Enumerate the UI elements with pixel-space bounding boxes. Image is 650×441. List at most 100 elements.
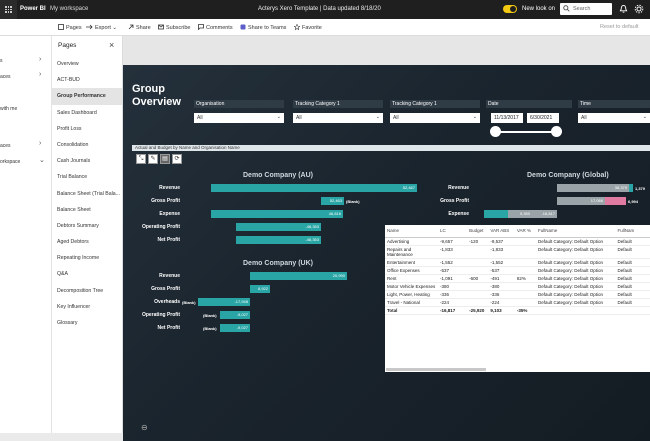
chevron-down-icon[interactable]: ⌄ xyxy=(39,157,45,164)
au-bar[interactable]: 52,463 xyxy=(321,197,344,205)
table-row[interactable]: Light, Power, Heating -336 -336 Default Cat… xyxy=(385,290,650,299)
table-column-header[interactable]: Name xyxy=(385,225,438,238)
chevron-right-icon[interactable]: › xyxy=(39,56,42,63)
table-row[interactable]: Rent -1,091 -600 -491 82% Default Category: D… xyxy=(385,274,650,283)
page-list-item[interactable]: Aged Debtors xyxy=(57,239,89,246)
table-column-header[interactable]: FullNam xyxy=(615,225,650,238)
uk-bar[interactable]: -17,948 xyxy=(198,298,250,306)
page-list-item[interactable]: Trial Balance xyxy=(57,174,88,181)
organisation-dropdown[interactable]: All ⌄ xyxy=(194,113,284,123)
page-list-item[interactable]: Group Performance xyxy=(52,88,122,105)
page-list-item[interactable]: Q&A xyxy=(57,271,68,278)
table-column-header[interactable]: VAR % xyxy=(514,225,537,238)
page-list-item[interactable]: ACT-BUD xyxy=(57,77,80,84)
table-cell: -380 xyxy=(488,282,515,291)
uk-bar[interactable]: 8,922 xyxy=(250,285,270,293)
chevron-right-icon[interactable]: › xyxy=(39,71,42,78)
nav-item[interactable]: aces xyxy=(0,74,11,80)
nav-item[interactable]: orkspace xyxy=(0,159,21,165)
date-to-input[interactable]: 6/30/2021 xyxy=(527,113,559,123)
table-row[interactable]: Advertising -9,657 -120 -9,537 Default Categ… xyxy=(385,237,650,246)
global-bar[interactable]: 38,379 xyxy=(557,184,629,192)
table-column-header[interactable]: LC xyxy=(438,225,468,238)
table-row[interactable]: Motor Vehicle Expenses -380 -380 Default Ca… xyxy=(385,282,650,291)
tracking-category-dropdown[interactable]: All ⌄ xyxy=(293,113,383,123)
tracking-category-2-dropdown[interactable]: All ⌄ xyxy=(390,113,480,123)
table-cell: Default xyxy=(615,282,650,291)
bell-icon[interactable] xyxy=(619,4,628,14)
page-list-item[interactable]: Decomposition Tree xyxy=(57,287,104,294)
table-row[interactable]: Repairs and Maintenance -1,833 -1,833 Defau… xyxy=(385,245,650,259)
export-button[interactable]: Export ⌄ xyxy=(86,24,117,31)
report-canvas: Group Overview Organisation All ⌄ Tracking… xyxy=(123,36,650,441)
page-list-item[interactable]: Cash Journals xyxy=(57,158,91,165)
subscribe-button[interactable]: Subscribe xyxy=(158,24,190,31)
share-to-teams-button[interactable]: Share to Teams xyxy=(240,24,286,31)
nav-item[interactable]: s xyxy=(0,58,3,64)
time-dropdown[interactable]: All ⌄ xyxy=(578,113,650,123)
edit-icon[interactable]: ✎ xyxy=(148,154,158,164)
date-from-input[interactable]: 11/13/2017 xyxy=(491,113,523,123)
page-navigation-back-icon[interactable]: ⊖ xyxy=(141,423,148,432)
global-bar[interactable]: 17,066 xyxy=(557,197,605,205)
table-cell: Default Category: Default Option xyxy=(536,258,616,267)
global-bar[interactable]: -16,817 xyxy=(532,210,557,218)
table-horizontal-scrollbar[interactable] xyxy=(386,368,486,371)
uk-bar[interactable]: 20,990 xyxy=(250,272,347,280)
table-row[interactable]: Office Expenses -537 -537 Default Category:… xyxy=(385,266,650,275)
global-bar[interactable]: 9,350 xyxy=(508,210,532,218)
table-column-header[interactable]: Budget xyxy=(467,225,489,238)
page-list-item[interactable]: Balance Sheet (Trial Bala... xyxy=(57,190,120,197)
table-column-header[interactable]: VAR ABS xyxy=(488,225,515,238)
workspace-link[interactable]: My workspace xyxy=(50,6,89,12)
new-look-toggle[interactable] xyxy=(503,5,517,13)
date-slider-track[interactable] xyxy=(494,131,556,133)
page-list-item[interactable]: Debtors Summary xyxy=(57,222,99,229)
report-title[interactable]: Acterys Xero Template | Data updated 8/1… xyxy=(258,6,381,12)
date-slider-end-handle[interactable] xyxy=(551,126,562,137)
au-bar[interactable]: 52,467 xyxy=(211,184,417,192)
search-input[interactable]: Search xyxy=(560,3,612,15)
page-list-item[interactable]: Sales Dashboard xyxy=(57,109,97,116)
uk-bar[interactable]: -9,027 xyxy=(220,311,250,319)
pages-button[interactable]: Pages xyxy=(58,24,82,31)
global-bar-variance[interactable] xyxy=(629,184,633,192)
date-slider-start-handle[interactable] xyxy=(490,126,501,137)
table-row[interactable]: Travel - National -224 -224 Default Categor… xyxy=(385,298,650,307)
table-column-header[interactable]: FullName xyxy=(536,225,616,238)
brand-name[interactable]: Power BI xyxy=(20,6,46,12)
expand-icon[interactable]: ⤡ xyxy=(136,154,146,164)
close-icon[interactable]: × xyxy=(109,40,115,50)
pages-icon xyxy=(58,24,64,30)
comments-button[interactable]: Comments xyxy=(198,24,233,31)
uk-bar[interactable]: -9,027 xyxy=(220,324,250,332)
global-bar-variance[interactable] xyxy=(605,197,626,205)
page-list-item[interactable]: Profit Loss xyxy=(57,125,82,132)
au-bar[interactable]: -46,353 xyxy=(236,236,321,244)
page-list-item[interactable]: Consolidation xyxy=(57,141,89,148)
variance-table[interactable]: Name LC Budget VAR ABS VAR % FullName FullNam … xyxy=(385,225,650,372)
favorite-button[interactable]: Favorite xyxy=(293,23,322,31)
app-launcher-button[interactable] xyxy=(0,0,17,19)
page-list-item[interactable]: Overview xyxy=(57,61,79,67)
page-list-item[interactable]: Key Influencer xyxy=(57,303,91,310)
gear-icon[interactable] xyxy=(634,4,644,14)
au-chart-title: Demo Company (AU) xyxy=(243,172,314,179)
reset-to-default-button[interactable]: Reset to default xyxy=(600,24,639,30)
nav-item[interactable]: with me xyxy=(0,106,18,112)
au-bar[interactable]: -46,353 xyxy=(236,223,321,231)
page-list-item[interactable]: Repeating Income xyxy=(57,255,100,262)
page-list-item[interactable]: Balance Sheet xyxy=(57,206,91,213)
table-cell: 82% xyxy=(514,274,537,283)
chevron-right-icon[interactable]: › xyxy=(39,140,42,147)
nav-item[interactable]: aces xyxy=(0,143,11,149)
page-list-item[interactable]: Glossary xyxy=(57,320,78,326)
share-button[interactable]: Share xyxy=(128,24,151,31)
refresh-icon[interactable]: ⟳ xyxy=(172,154,182,164)
table-cell: Default Category: Default Option xyxy=(536,274,616,283)
au-bar[interactable]: 46,816 xyxy=(211,210,343,218)
global-bar-actual[interactable] xyxy=(484,210,508,218)
table-cell: -1,091 xyxy=(438,274,468,283)
table-row[interactable]: Entertainment -1,552 -1,552 Default Categor… xyxy=(385,258,650,267)
copy-icon[interactable]: ▤ xyxy=(160,154,170,164)
